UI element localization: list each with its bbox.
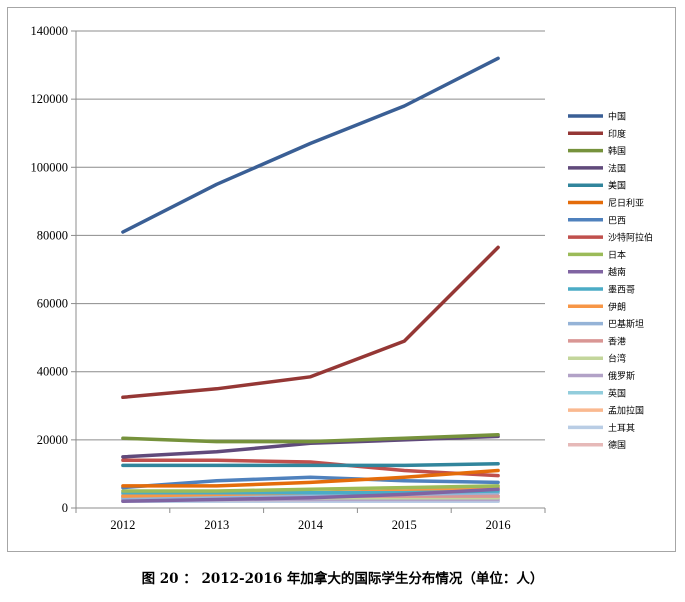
legend-label: 伊朗 — [608, 301, 626, 313]
x-tick-label: 2013 — [204, 518, 229, 532]
legend-label: 墨西哥 — [608, 285, 635, 296]
legend-label: 土耳其 — [608, 422, 635, 434]
series-line-10 — [121, 487, 500, 503]
series-line-7 — [121, 475, 500, 490]
legend-label: 巴基斯坦 — [608, 318, 644, 330]
series-line-9 — [121, 484, 500, 493]
legend-label: 印度 — [608, 128, 626, 140]
figure-caption: 图 20 ： 2012-2016 年加拿大的国际学生分布情况（单位：人） — [141, 571, 544, 587]
y-tick-label: 140000 — [31, 24, 69, 38]
legend-label: 沙特阿拉伯 — [608, 232, 653, 244]
series-lines — [121, 56, 500, 503]
legend-label: 巴西 — [608, 215, 626, 226]
legend: 中国印度韩国法国美国尼日利亚巴西沙特阿拉伯日本越南墨西哥伊朗巴基斯坦香港台湾俄罗… — [568, 111, 653, 451]
x-tick-label: 2014 — [298, 518, 324, 532]
series-line-5 — [121, 461, 500, 468]
series-line-8 — [121, 458, 500, 478]
axes: 0 20000 40000 60000 80000 100000 120000 140000 2… — [31, 24, 546, 532]
y-tick-label: 20000 — [37, 433, 68, 447]
y-tick-label: 120000 — [31, 92, 69, 106]
legend-label: 孟加拉国 — [608, 405, 644, 417]
y-tick-label: 80000 — [37, 228, 68, 242]
legend-label: 日本 — [608, 249, 626, 261]
gridlines — [76, 30, 545, 441]
legend-label: 英国 — [608, 387, 626, 399]
series-line-3 — [121, 432, 500, 444]
legend-label: 香港 — [608, 335, 626, 347]
legend-label: 俄罗斯 — [608, 370, 635, 382]
chart-frame: 0 20000 40000 60000 80000 100000 120000 140000 2… — [7, 7, 676, 552]
legend-label: 尼日利亚 — [608, 197, 644, 209]
legend-label: 德国 — [608, 439, 626, 451]
line-chart: 0 20000 40000 60000 80000 100000 120000 140000 2… — [31, 24, 654, 532]
x-tick-label: 2015 — [392, 518, 417, 532]
y-tick-label: 60000 — [37, 297, 68, 311]
series-line-1 — [121, 56, 500, 234]
legend-label: 美国 — [608, 180, 626, 192]
legend-label: 韩国 — [608, 145, 626, 157]
series-line-2 — [121, 245, 500, 400]
series-line-6 — [121, 468, 500, 488]
x-tick-label: 2016 — [486, 518, 511, 532]
y-tick-label: 40000 — [37, 365, 68, 379]
legend-label: 中国 — [608, 111, 626, 123]
legend-label: 法国 — [608, 162, 626, 174]
y-tick-label: 100000 — [31, 160, 69, 174]
legend-label: 台湾 — [608, 353, 626, 365]
x-tick-label: 2012 — [110, 518, 135, 532]
legend-label: 越南 — [608, 266, 626, 278]
y-tick-label: 0 — [62, 501, 68, 515]
